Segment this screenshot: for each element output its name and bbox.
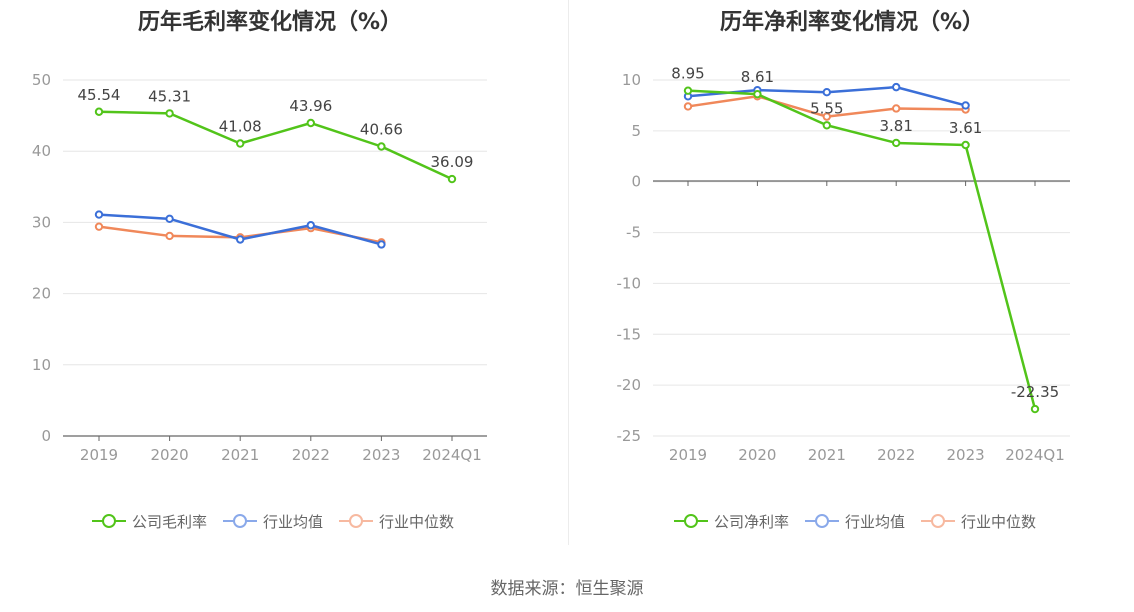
gross-series-point-0 — [447, 174, 457, 184]
gross-margin-legend: 公司毛利率 行业均值 行业中位数 — [92, 509, 470, 533]
legend-label: 行业均值 — [263, 512, 324, 531]
net-series-line-0 — [687, 89, 1037, 410]
net-y-tick-label: -10 — [617, 274, 642, 292]
gross-series-line-0 — [98, 110, 453, 181]
gross-y-tick-label: 40 — [32, 142, 51, 160]
net-x-tick-label: 2024Q1 — [1005, 446, 1065, 464]
net-legend-item-0[interactable]: 公司净利率 — [674, 511, 789, 532]
gross-series-point-0 — [236, 139, 245, 148]
net-legend-item-1[interactable]: 行业均值 — [805, 511, 905, 532]
gross-data-label: 43.96 — [289, 97, 332, 115]
net-x-tick-label: 2023 — [947, 446, 985, 464]
legend-label: 行业中位数 — [379, 512, 455, 531]
legend-swatch-icon — [921, 513, 956, 529]
gross-y-tick-label: 30 — [32, 213, 51, 231]
gross-data-label: 40.66 — [360, 121, 403, 139]
legend-label: 公司净利率 — [714, 512, 790, 531]
net-data-label: 5.55 — [810, 99, 843, 117]
net-series-point-1 — [892, 82, 901, 92]
net-data-label: 8.61 — [741, 68, 774, 86]
net-margin-plot: -25 -20 -15 -10 -5 0 5 10 2019 2020 2021 2022 2023 20… — [617, 65, 1070, 464]
gross-data-label: 45.54 — [78, 86, 121, 104]
gross-series-point-0 — [94, 107, 104, 116]
gross-data-label: 36.09 — [431, 153, 474, 171]
legend-swatch-icon — [674, 513, 708, 529]
legend-label: 行业中位数 — [961, 512, 1037, 531]
legend-swatch-icon — [92, 513, 126, 529]
gross-series-point-1 — [306, 221, 315, 230]
net-series-point-2 — [822, 112, 831, 121]
gross-series-point-1 — [165, 214, 174, 224]
net-legend-item-2[interactable]: 行业中位数 — [921, 511, 1036, 532]
gross-data-label: 45.31 — [148, 87, 191, 105]
gross-legend-item-0[interactable]: 公司毛利率 — [92, 511, 207, 532]
legend-swatch-icon — [339, 513, 374, 529]
legend-swatch-icon — [223, 513, 258, 529]
net-y-tick-label: 10 — [622, 71, 641, 89]
gross-y-tick-label: 50 — [32, 71, 51, 89]
net-data-label: 3.61 — [949, 119, 982, 137]
net-data-label: 8.95 — [671, 65, 704, 83]
net-y-tick-label: -5 — [626, 224, 641, 242]
gross-x-tick-label: 2021 — [221, 446, 259, 464]
gross-legend-item-1[interactable]: 行业均值 — [223, 511, 323, 532]
gross-series-point-2 — [94, 222, 104, 231]
gross-series-point-1 — [236, 235, 245, 244]
data-source-note: 数据来源：恒生聚源 — [490, 579, 644, 599]
gross-x-tick-label: 2024Q1 — [422, 446, 482, 464]
net-series-point-0 — [961, 140, 970, 150]
chart-divider — [568, 0, 569, 545]
legend-label: 行业均值 — [845, 512, 906, 531]
net-series-point-0 — [822, 121, 831, 130]
net-margin-legend: 公司净利率 行业均值 行业中位数 — [674, 509, 1052, 533]
gross-x-tick-label: 2020 — [151, 446, 189, 464]
net-y-tick-label: 0 — [631, 173, 641, 191]
net-x-tick-label: 2020 — [738, 446, 776, 464]
gross-x-tick-label: 2022 — [292, 446, 330, 464]
gross-series-point-1 — [94, 210, 104, 219]
gross-series-point-0 — [165, 109, 174, 118]
net-data-label: 3.81 — [879, 117, 912, 135]
gross-legend-item-2[interactable]: 行业中位数 — [339, 511, 454, 532]
net-series-point-2 — [683, 102, 693, 111]
net-y-tick-label: 5 — [631, 122, 641, 140]
net-x-tick-label: 2022 — [877, 446, 915, 464]
gross-x-tick-label: 2023 — [362, 446, 400, 464]
legend-label: 公司毛利率 — [132, 512, 208, 531]
net-y-tick-label: -20 — [617, 376, 642, 394]
gross-margin-chart-title: 历年毛利率变化情况（%） — [137, 10, 403, 35]
net-series-point-0 — [753, 89, 762, 99]
net-series-point-1 — [822, 88, 831, 97]
gross-series-point-0 — [377, 142, 386, 151]
net-x-tick-label: 2019 — [669, 446, 707, 464]
net-data-label: -22.35 — [1011, 383, 1059, 401]
gross-margin-plot: 0 10 20 30 40 50 2019 2020 2021 2022 2023 2024Q1 45.… — [32, 71, 487, 464]
gross-x-tick-label: 2019 — [80, 446, 118, 464]
net-series-point-0 — [1030, 404, 1040, 414]
gross-y-tick-label: 10 — [32, 356, 51, 374]
gross-y-tick-label: 20 — [32, 285, 51, 303]
gross-series-point-2 — [165, 231, 174, 241]
net-margin-chart-title: 历年净利率变化情况（%） — [719, 10, 985, 35]
net-series-point-2 — [892, 104, 901, 113]
legend-swatch-icon — [805, 513, 840, 529]
gross-y-tick-label: 0 — [41, 427, 51, 445]
gross-series-point-0 — [306, 118, 315, 128]
net-y-tick-label: -25 — [617, 427, 642, 445]
net-x-tick-label: 2021 — [808, 446, 846, 464]
net-series-point-0 — [683, 86, 693, 95]
gross-data-label: 41.08 — [219, 118, 262, 136]
gross-series-point-1 — [377, 240, 386, 249]
net-series-point-1 — [961, 101, 970, 110]
net-series-point-0 — [892, 138, 901, 148]
net-y-tick-label: -15 — [617, 325, 642, 343]
